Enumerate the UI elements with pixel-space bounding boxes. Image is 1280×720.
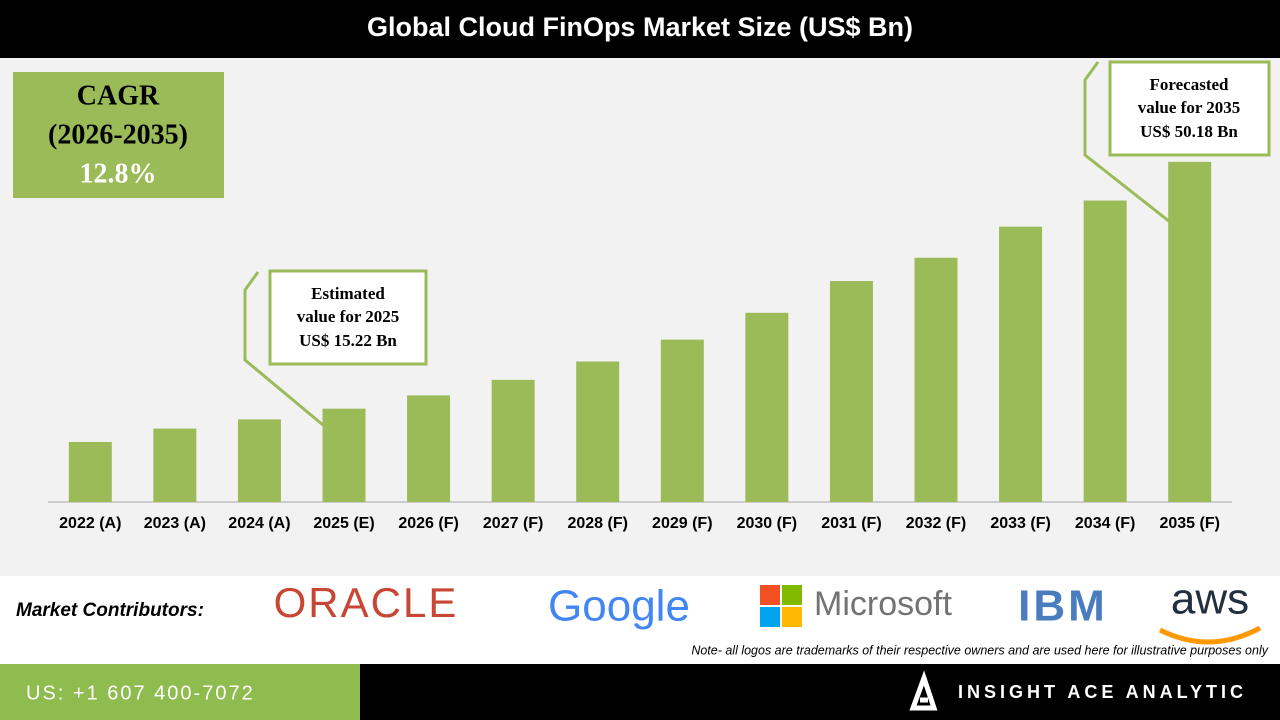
annotation-text: value for 2025 [297, 307, 400, 326]
x-tick-label: 2034 (F) [1075, 515, 1135, 532]
footer [0, 576, 1280, 664]
bar [1083, 200, 1127, 502]
note: Note- all logos are trademarks of their … [691, 643, 1268, 657]
logo: aws [1171, 575, 1249, 624]
cagr-box [13, 72, 224, 198]
x-tick-label: 2030 (F) [737, 515, 797, 532]
x-tick-label: 2022 (A) [59, 515, 121, 532]
x-tick-label: 2029 (F) [652, 515, 712, 532]
chart-title: Global Cloud FinOps Market Size (US$ Bn) [367, 12, 913, 42]
annotation-text: Estimated [311, 284, 385, 303]
annotation-text: US$ 15.22 Bn [299, 331, 397, 350]
aws-smile [1158, 625, 1262, 645]
bar [660, 339, 704, 502]
bars: 2022 (A) 2023 (A) 2024 (A) 2025 (E) 2026 (F)… [59, 161, 1220, 532]
bar [491, 379, 535, 502]
microsoft-icon [760, 585, 802, 627]
callout-line [243, 271, 324, 427]
brand: INSIGHT ACE ANALYTIC [958, 682, 1247, 702]
x-tick-label: 2032 (F) [906, 515, 966, 532]
annotation-text: Forecasted [1150, 75, 1230, 94]
bar [237, 419, 281, 502]
bar [999, 226, 1043, 502]
annotation-text: value for 2035 [1138, 98, 1241, 117]
brand-icon [909, 670, 938, 711]
bar [914, 257, 958, 502]
x-tick-label: 2025 (E) [313, 515, 374, 532]
logo: Google [548, 582, 690, 631]
x-tick-label: 2028 (F) [567, 515, 627, 532]
bar [68, 441, 112, 502]
cagr-period: (2026-2035) [48, 119, 188, 150]
logo: IBM [1018, 582, 1108, 631]
annotation-box [268, 269, 428, 366]
bar [745, 312, 789, 502]
logo: Microsoft [814, 585, 952, 623]
x-tick-label: 2031 (F) [821, 515, 881, 532]
annotation-box [1108, 60, 1271, 157]
x-tick-label: 2035 (F) [1159, 515, 1219, 532]
logo: ORACLE [274, 579, 459, 626]
phone: US: +1 607 400-7072 [26, 682, 255, 704]
bar [322, 408, 366, 502]
x-tick-label: 2026 (F) [398, 515, 458, 532]
bar [576, 361, 620, 502]
bar [1168, 161, 1212, 503]
cagr-value: 12.8% [80, 158, 157, 189]
cagr-label: CAGR [77, 80, 160, 111]
x-tick-label: 2023 (A) [144, 515, 206, 532]
title-bar [0, 0, 1280, 58]
annotation-text: US$ 50.18 Bn [1140, 122, 1238, 141]
x-tick-label: 2027 (F) [483, 515, 543, 532]
phone-bar [0, 664, 360, 720]
callout-line [1083, 61, 1171, 224]
contributors-label: Market Contributors: [16, 600, 204, 621]
x-tick-label: 2024 (A) [228, 515, 290, 532]
bar [407, 395, 451, 502]
x-tick-label: 2033 (F) [990, 515, 1050, 532]
bar [829, 281, 873, 502]
brand-bar [360, 664, 1280, 720]
bar [153, 428, 197, 502]
